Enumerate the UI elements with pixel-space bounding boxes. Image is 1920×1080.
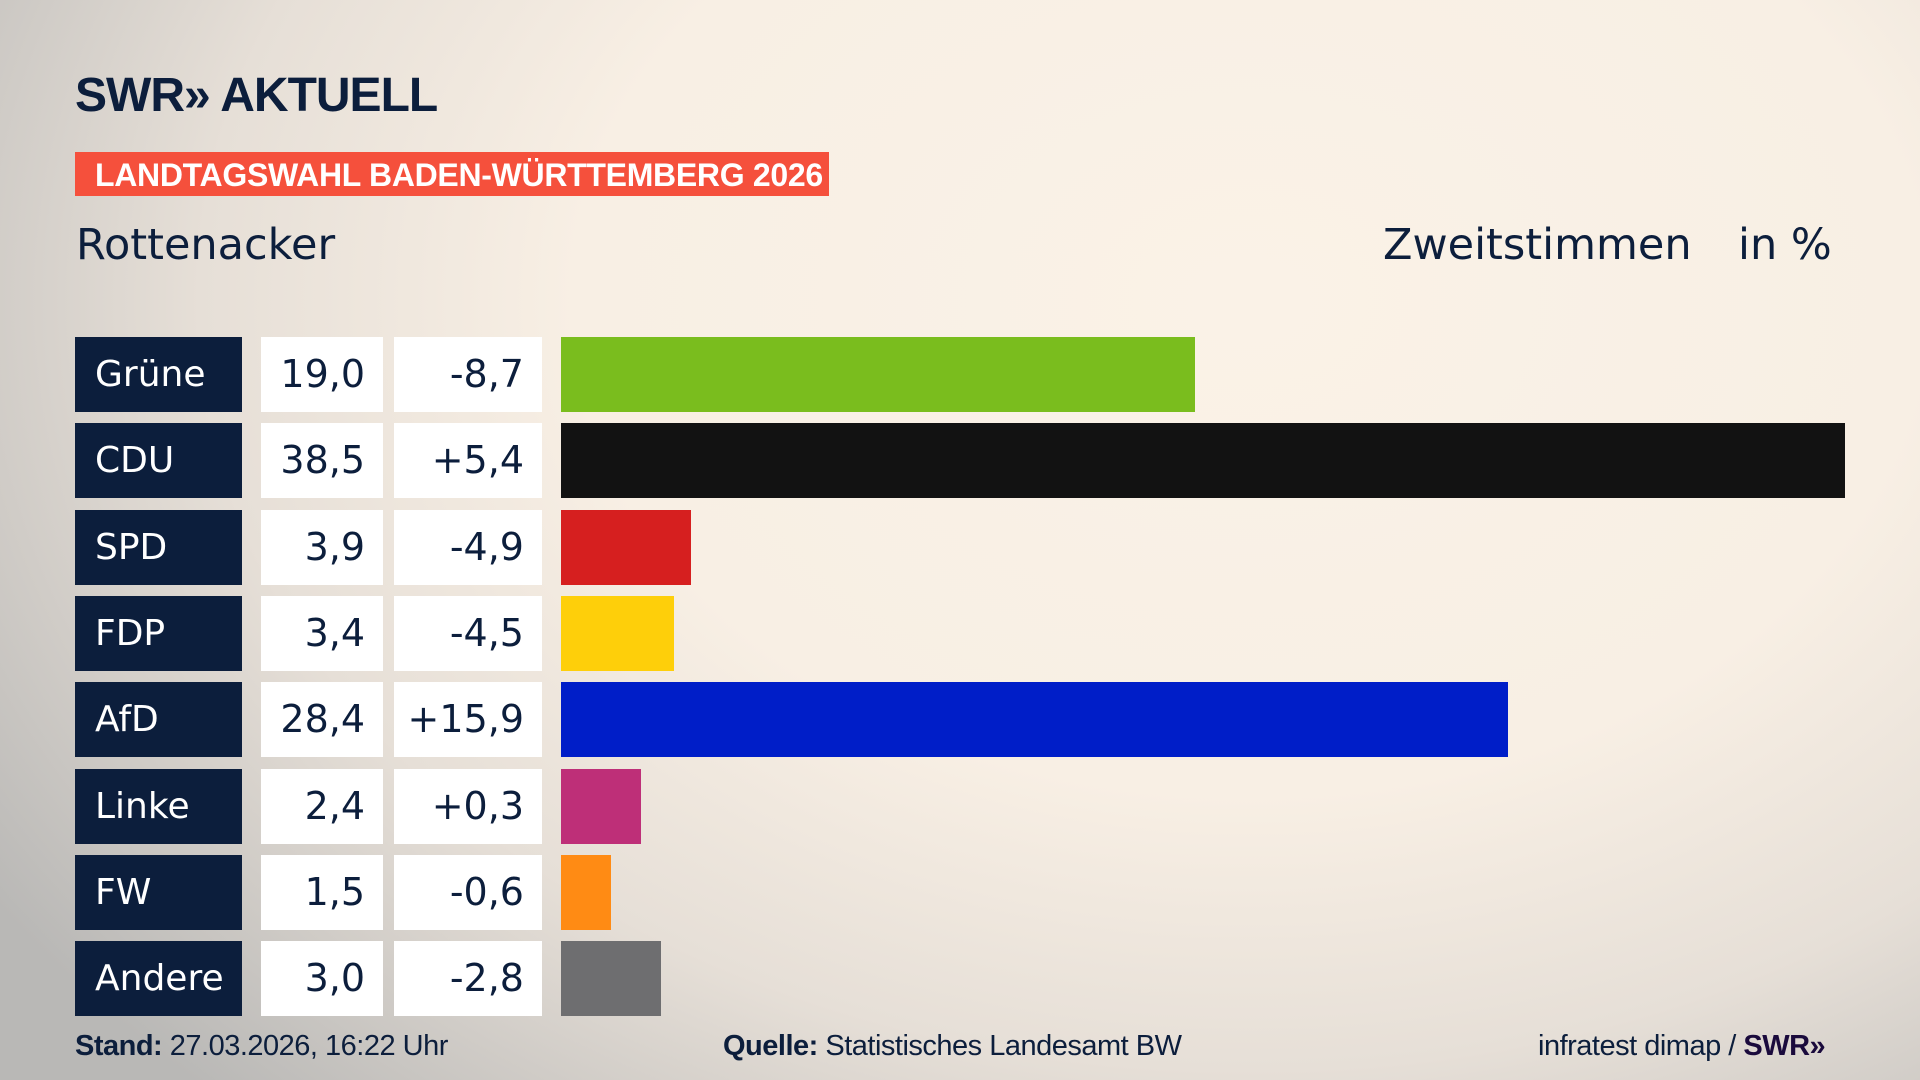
diff-label: +15,9 (394, 682, 542, 758)
party-label: AfD (75, 682, 242, 758)
party-label: Andere (75, 941, 242, 1017)
diff-label: -0,6 (394, 854, 542, 930)
stand-value: 27.03.2026, 16:22 Uhr (169, 1030, 449, 1062)
bar (561, 768, 642, 844)
diff-label: -4,5 (394, 595, 542, 671)
chart-row: AfD 28,4 +15,9 (0, 682, 1920, 758)
chart-row: Andere 3,0 -2,8 (0, 941, 1920, 1017)
value-label: 38,5 (261, 423, 383, 499)
value-label: 3,9 (261, 509, 383, 585)
value-label: 19,0 (261, 337, 383, 412)
chart-row: SPD 3,9 -4,9 (0, 509, 1920, 585)
chart-row: FDP 3,4 -4,5 (0, 595, 1920, 671)
source-value: Statistisches Landesamt BW (825, 1030, 1182, 1062)
bar (561, 595, 675, 671)
diff-label: +5,4 (394, 423, 542, 499)
chart-row: CDU 38,5 +5,4 (0, 423, 1920, 499)
place-name: Rottenacker (76, 220, 336, 270)
stand-label: Stand: (75, 1030, 163, 1062)
value-label: 3,4 (261, 595, 383, 671)
party-label: CDU (75, 423, 242, 499)
diff-label: +0,3 (394, 768, 542, 844)
diff-label: -2,8 (394, 941, 542, 1017)
party-label: SPD (75, 509, 242, 585)
swr-small-logo: SWR» (1743, 1030, 1826, 1062)
timestamp: Stand: 27.03.2026, 16:22 Uhr (75, 1030, 448, 1063)
source-label: Quelle: (723, 1030, 818, 1062)
value-label: 28,4 (261, 682, 383, 758)
diff-label: -8,7 (394, 337, 542, 412)
party-label: Linke (75, 768, 242, 844)
metric-label: Zweitstimmen (1383, 220, 1692, 270)
bar (561, 423, 1845, 499)
election-banner-text: LANDTAGSWAHL BADEN-WÜRTTEMBERG 2026 (95, 157, 823, 193)
diff-label: -4,9 (394, 509, 542, 585)
value-label: 3,0 (261, 941, 383, 1017)
party-label: FW (75, 854, 242, 930)
election-banner: LANDTAGSWAHL BADEN-WÜRTTEMBERG 2026 (75, 152, 829, 196)
swr-aktuell-logo: SWR» AKTUELL (75, 69, 438, 122)
value-label: 1,5 (261, 854, 383, 930)
bar (561, 941, 662, 1017)
chart-row: Linke 2,4 +0,3 (0, 768, 1920, 844)
bar (561, 682, 1509, 758)
party-label: FDP (75, 595, 242, 671)
bar (561, 509, 692, 585)
chart-row: FW 1,5 -0,6 (0, 854, 1920, 930)
value-label: 2,4 (261, 768, 383, 844)
credit: infratest dimap / SWR» (1538, 1030, 1826, 1063)
bar (561, 337, 1195, 412)
party-label: Grüne (75, 337, 242, 412)
credit-text: infratest dimap / (1538, 1030, 1736, 1062)
bar (561, 854, 612, 930)
unit-label: in % (1738, 220, 1832, 270)
source: Quelle: Statistisches Landesamt BW (723, 1030, 1182, 1063)
chart-row: Grüne 19,0 -8,7 (0, 337, 1920, 412)
